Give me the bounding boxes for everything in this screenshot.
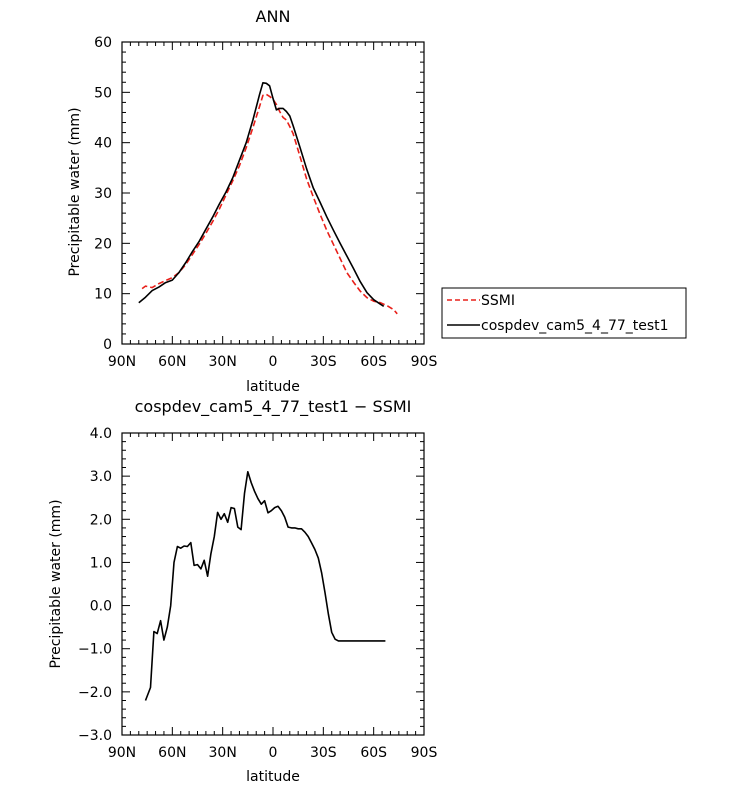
series-line-ssmi: [141, 93, 398, 315]
x-tick-label: 90N: [108, 745, 136, 761]
y-tick-label: 3.0: [90, 469, 112, 485]
y-axis-label: Precipitable water (mm): [48, 499, 64, 668]
x-tick-label: 60N: [158, 745, 186, 761]
axis-ticks: [121, 432, 425, 736]
series-line-cospdev-cam5-4-77-test1: [138, 82, 385, 307]
x-tick-label: 30N: [209, 745, 237, 761]
y-tick-label: −2.0: [78, 685, 112, 701]
plot-frame: [121, 41, 425, 345]
y-tick-label: −1.0: [78, 642, 112, 658]
legend-box: [441, 287, 687, 339]
x-tick-label: 90S: [411, 354, 438, 370]
legend: SSMI cospdev_cam5_4_77_test1: [441, 287, 687, 339]
y-tick-label: 20: [94, 236, 112, 252]
x-tick-label: 0: [269, 745, 278, 761]
y-tick-label: 0.0: [90, 599, 112, 615]
axis-tick-labels: 90N 60N 30N 0 30S 60S 90S −3.0 −2.0 −1.0 0.0 1.0 2.0…: [78, 426, 437, 761]
axis-ticks: [121, 41, 425, 345]
x-tick-label: 0: [269, 354, 278, 370]
x-tick-label: 90N: [108, 354, 136, 370]
x-tick-label: 60N: [158, 354, 186, 370]
y-tick-label: 40: [94, 136, 112, 152]
x-tick-label: 90S: [411, 745, 438, 761]
y-tick-label: 30: [94, 186, 112, 202]
panel-title: ANN: [256, 7, 291, 26]
plot-frame: [121, 432, 425, 736]
series-lines: [138, 82, 398, 315]
y-tick-label: 60: [94, 35, 112, 51]
y-tick-label: −3.0: [78, 728, 112, 744]
y-axis-label: Precipitable water (mm): [67, 107, 83, 276]
legend-entry-ssmi: SSMI: [481, 293, 515, 309]
axis-tick-labels: 90N 60N 30N 0 30S 60S 90S 0 10 20 30 40 50 60: [94, 35, 437, 370]
y-tick-label: 0: [103, 337, 112, 353]
x-tick-label: 60S: [360, 354, 387, 370]
x-tick-label: 60S: [360, 745, 387, 761]
x-tick-label: 30S: [310, 745, 337, 761]
x-axis-label: latitude: [246, 379, 300, 395]
x-tick-label: 30S: [310, 354, 337, 370]
series-lines: [144, 470, 386, 701]
y-tick-label: 50: [94, 85, 112, 101]
y-tick-label: 4.0: [90, 426, 112, 442]
series-line-difference-0: [144, 470, 386, 701]
mean-precipitable-water-panel: ANN Precipitable water (mm) latitude 90N…: [67, 7, 687, 395]
panel-title: cospdev_cam5_4_77_test1 − SSMI: [135, 397, 412, 417]
x-tick-label: 30N: [209, 354, 237, 370]
difference-panel: cospdev_cam5_4_77_test1 − SSMI Precipita…: [48, 397, 437, 785]
y-tick-label: 1.0: [90, 555, 112, 571]
y-tick-label: 2.0: [90, 512, 112, 528]
y-tick-label: 10: [94, 287, 112, 303]
legend-entry-model: cospdev_cam5_4_77_test1: [481, 318, 669, 334]
x-axis-label: latitude: [246, 769, 300, 785]
